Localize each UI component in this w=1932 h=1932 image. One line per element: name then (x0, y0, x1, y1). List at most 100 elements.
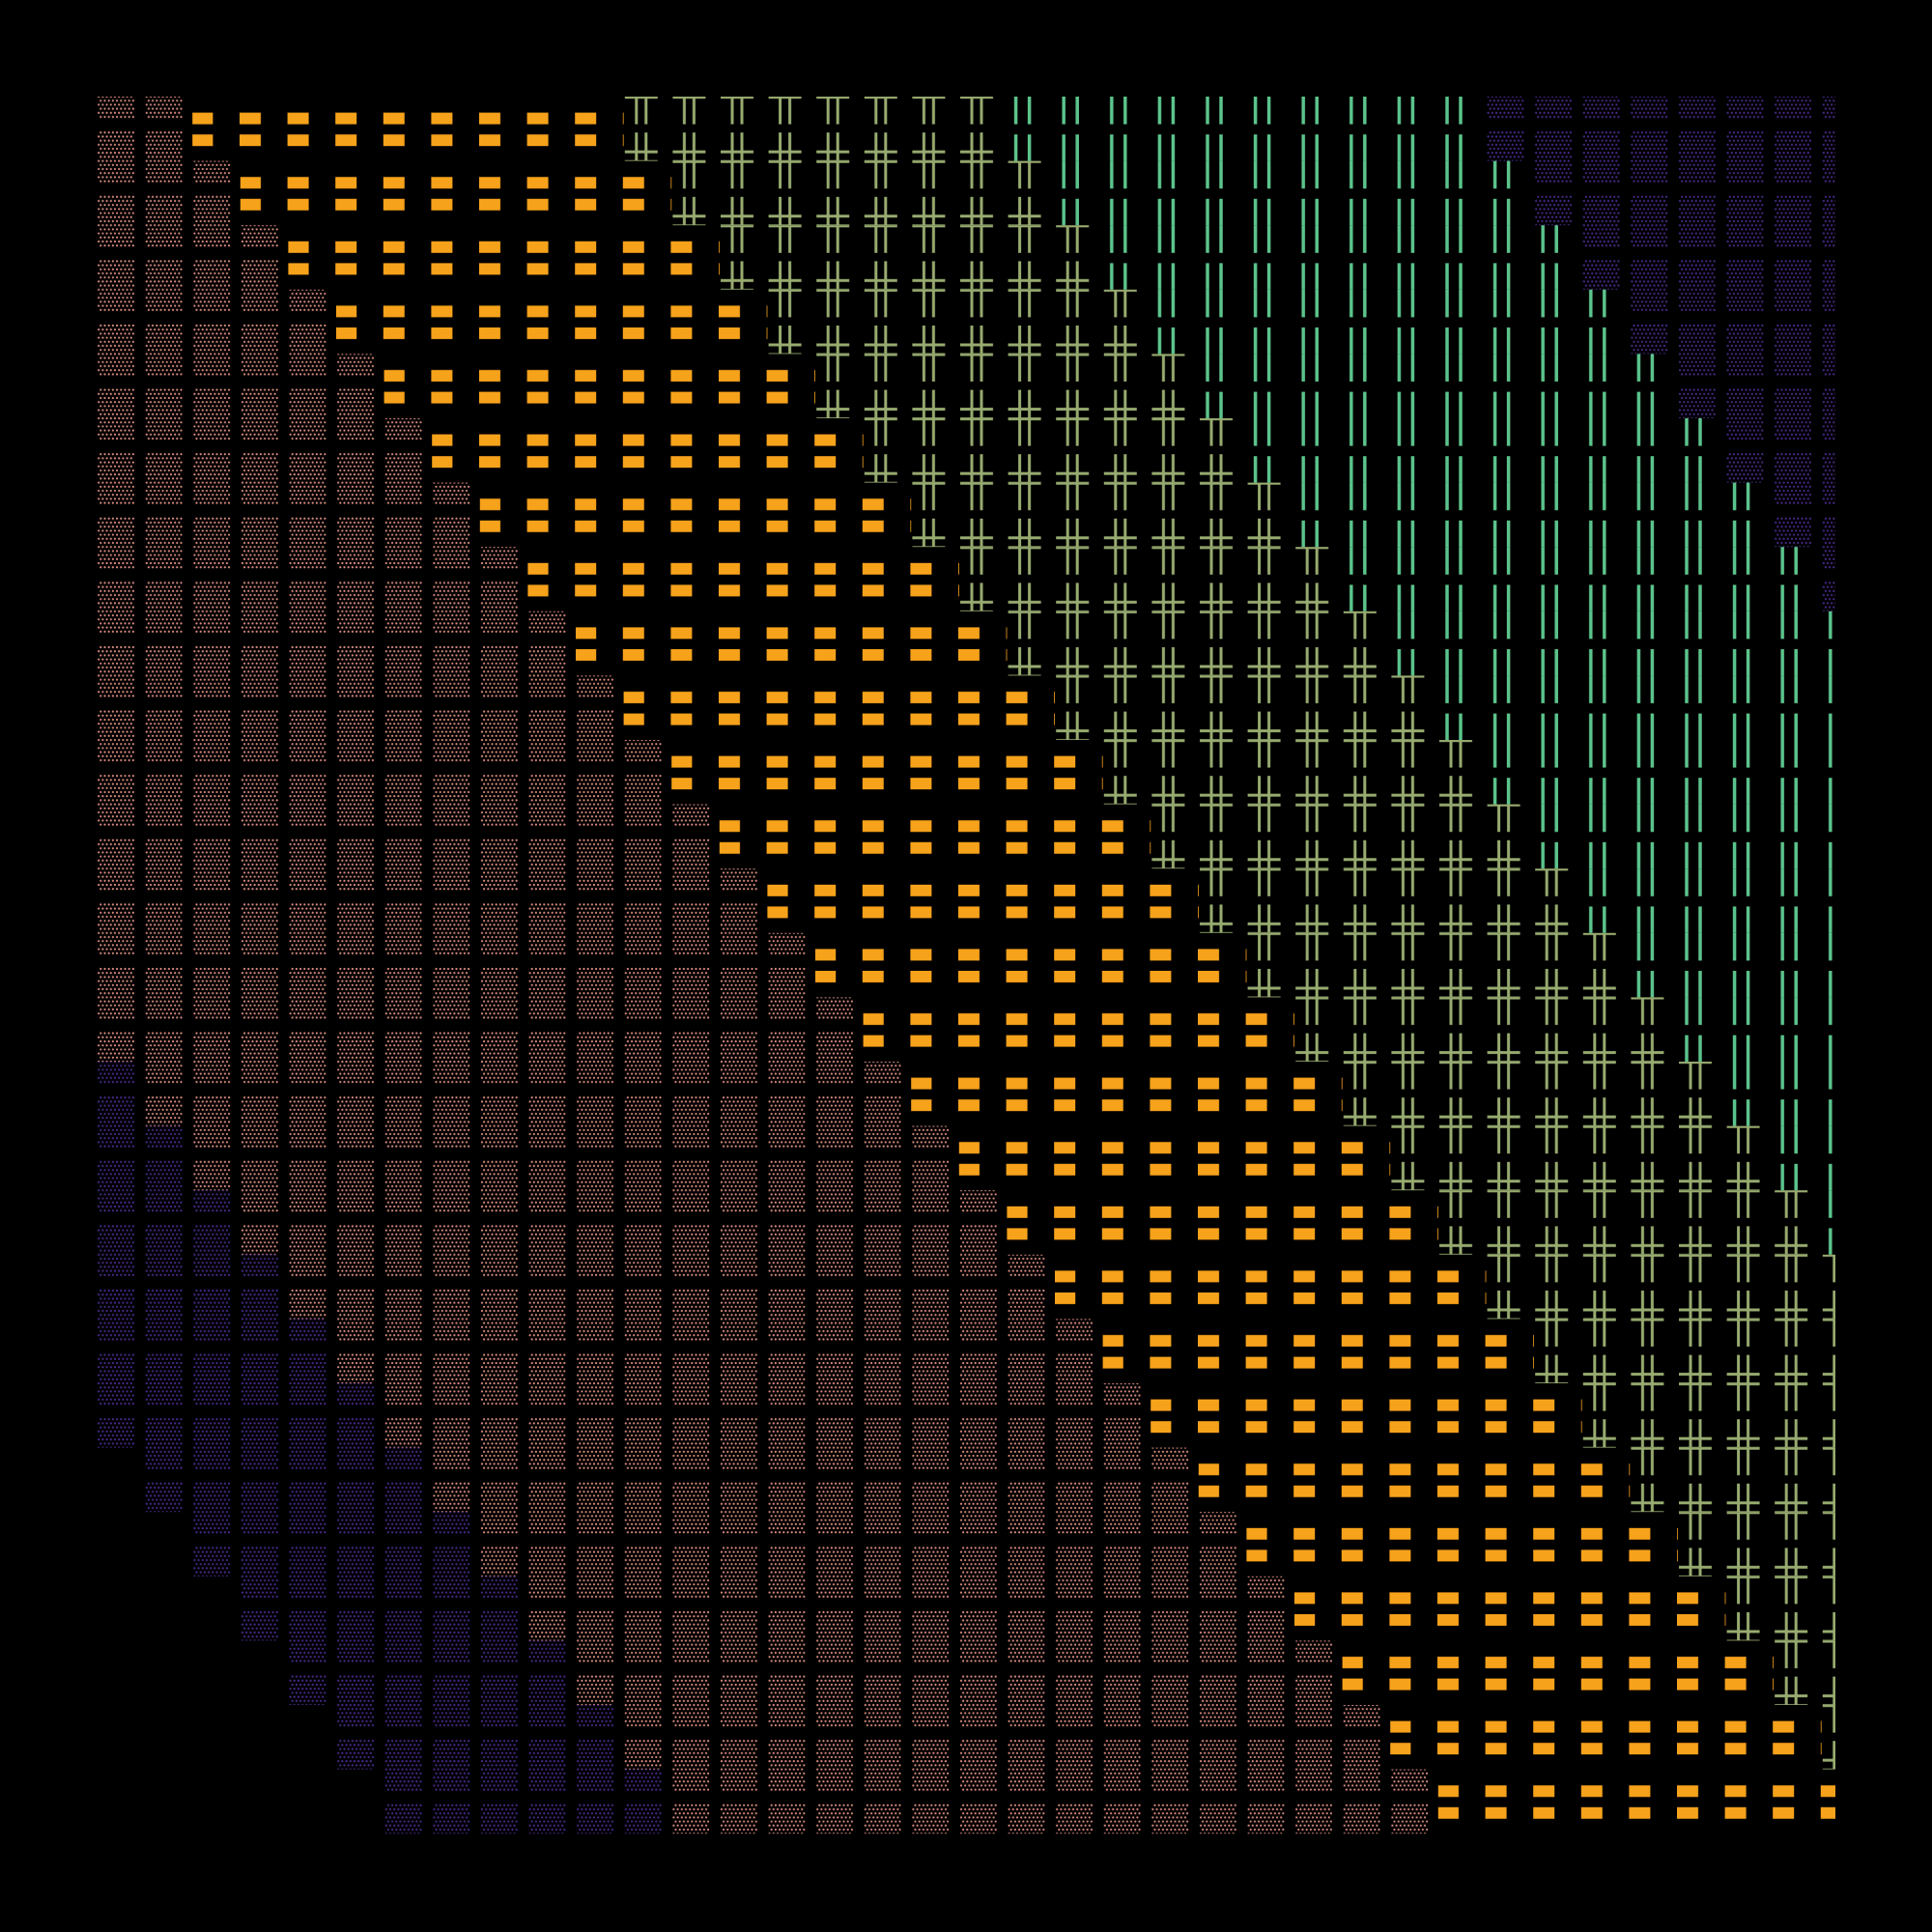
rose-dots-band (97, 547, 528, 611)
orange-dashes-band (1055, 1254, 1487, 1320)
sage-crosses-band (1821, 1705, 1835, 1770)
diagonal-bands (97, 97, 1835, 1834)
orange-dashes-band (288, 225, 720, 290)
rose-dots-band (144, 1062, 912, 1126)
deep-dots-band (1821, 547, 1835, 611)
deep-dots-band (1534, 160, 1835, 226)
orange-dashes-band (1007, 1190, 1438, 1255)
deep-dots-band (97, 1125, 193, 1191)
sage-crosses-band (1437, 1190, 1822, 1255)
sage-crosses-band (1198, 868, 1582, 933)
green-bars-band (1630, 932, 1835, 998)
sage-crosses-band (1581, 1383, 1835, 1448)
orange-dashes-band (192, 97, 624, 161)
green-bars-band (1486, 740, 1835, 805)
rose-dots-band (97, 289, 336, 355)
green-bars-band (1246, 418, 1726, 483)
rose-dots-band (97, 97, 193, 161)
rose-dots-band (288, 1254, 1055, 1320)
sage-crosses-band (1774, 1640, 1835, 1705)
sage-crosses-band (1630, 1447, 1835, 1513)
deep-dots-band (97, 1062, 145, 1126)
deep-dots-band (1630, 289, 1835, 355)
deep-dots-band (97, 1190, 241, 1255)
sage-crosses-band (1390, 1125, 1774, 1191)
sage-crosses-band (911, 482, 1294, 548)
green-bars-band (1342, 547, 1822, 611)
orange-dashes-band (767, 868, 1199, 933)
green-bars-band (1437, 675, 1835, 740)
deep-dots-band (1581, 225, 1835, 290)
deep-dots-band (97, 1319, 336, 1383)
rose-dots-band (97, 160, 241, 226)
orange-dashes-band (384, 354, 815, 418)
orange-dashes-band (719, 804, 1151, 869)
orange-dashes-band (576, 611, 1008, 676)
rose-dots-band (97, 675, 624, 740)
rose-dots-band (97, 740, 672, 805)
rose-dots-band (623, 1705, 1391, 1770)
deep-dots-band (384, 1769, 672, 1834)
rose-dots-band (97, 997, 864, 1062)
sage-crosses-band (1725, 1576, 1835, 1641)
orange-dashes-band (1198, 1447, 1631, 1513)
rose-dots-band (384, 1383, 1151, 1448)
rose-dots-band (432, 1447, 1199, 1513)
orange-dashes-band (1246, 1512, 1678, 1577)
sage-crosses-band (1151, 804, 1534, 869)
green-bars-band (1055, 160, 1534, 226)
orange-dashes-band (1151, 1383, 1582, 1448)
green-bars-band (1821, 1190, 1835, 1255)
green-bars-band (1534, 804, 1835, 869)
deep-dots-band (144, 1447, 433, 1513)
sage-crosses-band (1486, 1254, 1835, 1320)
rose-dots-band (97, 354, 384, 418)
rose-dots-band (97, 804, 720, 869)
sage-crosses-band (719, 225, 1103, 290)
orange-dashes-band (958, 1125, 1391, 1191)
rose-dots-band (671, 1769, 1438, 1834)
orange-dashes-band (432, 418, 864, 483)
orange-dashes-band (911, 1062, 1343, 1126)
green-bars-band (1294, 482, 1774, 548)
sage-crosses-band (1294, 997, 1678, 1062)
sage-crosses-band (767, 289, 1151, 355)
rose-dots-band (97, 418, 433, 483)
orange-dashes-band (1342, 1640, 1774, 1705)
deep-dots-band (288, 1640, 576, 1705)
rose-dots-band (192, 1125, 959, 1191)
orange-dashes-band (240, 160, 672, 226)
deep-dots-band (1677, 354, 1835, 418)
green-bars-band (1151, 289, 1631, 355)
sage-crosses-band (671, 160, 1055, 226)
green-bars-band (1725, 1062, 1835, 1126)
sage-crosses-band (1534, 1319, 1835, 1383)
green-bars-band (1677, 997, 1835, 1062)
orange-dashes-band (671, 740, 1103, 805)
deep-dots-band (240, 1576, 528, 1641)
rose-dots-band (97, 611, 576, 676)
orange-dashes-band (336, 289, 768, 355)
rose-dots-band (240, 1190, 1008, 1255)
deep-dots-band (1774, 482, 1835, 548)
sage-crosses-band (1246, 932, 1631, 998)
green-bars-band (1102, 225, 1582, 290)
orange-dashes-band (1294, 1576, 1726, 1641)
deep-dots-band (1725, 418, 1835, 483)
orange-dashes-band (1437, 1769, 1835, 1834)
sage-crosses-band (1055, 675, 1438, 740)
rose-dots-band (527, 1576, 1294, 1641)
orange-dashes-band (623, 675, 1055, 740)
sage-crosses-band (1677, 1512, 1835, 1577)
rose-dots-band (479, 1512, 1247, 1577)
sage-crosses-band (863, 418, 1247, 483)
green-bars-band (1390, 611, 1835, 676)
rose-dots-band (97, 482, 480, 548)
orange-dashes-band (815, 932, 1247, 998)
orange-dashes-band (863, 997, 1294, 1062)
deep-dots-band (97, 1383, 384, 1448)
orange-dashes-band (1390, 1705, 1822, 1770)
orange-dashes-band (479, 482, 912, 548)
orange-dashes-band (527, 547, 959, 611)
deep-dots-band (336, 1705, 624, 1770)
